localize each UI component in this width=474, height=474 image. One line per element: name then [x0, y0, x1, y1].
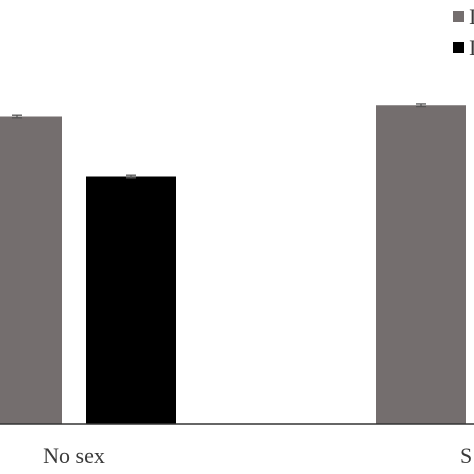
- legend-item-series-2: I: [453, 35, 474, 60]
- bar-series-2-category-1: [86, 176, 176, 424]
- legend-item-series-1: I: [453, 4, 474, 29]
- legend-swatch-series-2: [453, 42, 464, 53]
- x-tick-labels: No sex S: [43, 443, 472, 468]
- x-tick-label-sex: S: [460, 443, 472, 468]
- x-tick-label-no-sex: No sex: [43, 443, 105, 468]
- bar-series-1-category-2: [376, 105, 466, 424]
- bar-series-1-category-1: [0, 116, 62, 424]
- error-bars-layer: [12, 103, 426, 179]
- legend: I I: [453, 4, 474, 60]
- bars-layer: [0, 105, 466, 424]
- legend-label-series-2: I: [469, 35, 474, 60]
- error-bar-series-1-category-1: [12, 114, 22, 119]
- error-bar-series-2-category-1: [126, 174, 136, 179]
- legend-swatch-series-1: [453, 11, 464, 22]
- legend-label-series-1: I: [469, 4, 474, 29]
- error-bar-series-1-category-2: [416, 103, 426, 108]
